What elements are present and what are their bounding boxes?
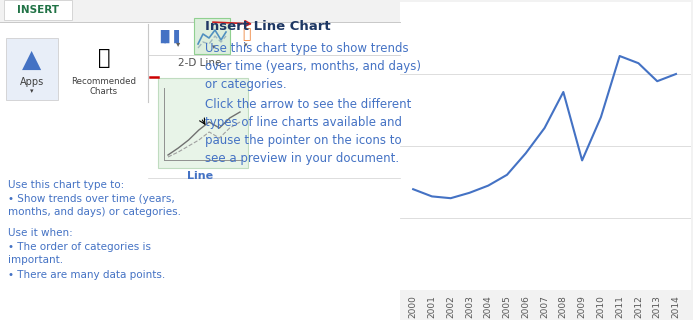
Bar	[0, 20, 400, 300]
Text: ▾: ▾	[212, 44, 216, 50]
Text: • There are many data points.: • There are many data points.	[8, 270, 165, 280]
Text: Use it when:: Use it when:	[8, 228, 73, 238]
Text: Click the arrow to see the different
types of line charts available and
pause th: Click the arrow to see the different typ…	[205, 98, 412, 165]
Text: Use this chart type to show trends
over time (years, months, and days)
or catego: Use this chart type to show trends over …	[205, 42, 421, 91]
Text: Use this chart type to:: Use this chart type to:	[8, 180, 124, 190]
Bar	[0, 178, 400, 320]
Text: Charts: Charts	[90, 86, 118, 95]
Text: ▐▌▌: ▐▌▌	[155, 29, 184, 43]
Text: • The order of categories is
important.: • The order of categories is important.	[8, 242, 151, 265]
Bar	[194, 18, 230, 54]
Text: ▾: ▾	[176, 39, 180, 49]
Text: Apps: Apps	[20, 77, 44, 87]
Bar	[6, 38, 58, 100]
Text: 🏔: 🏔	[242, 27, 250, 41]
Text: Recommended: Recommended	[71, 77, 137, 86]
Text: 2-D Line: 2-D Line	[178, 58, 222, 68]
Bar	[0, 0, 400, 22]
Text: ▾: ▾	[30, 88, 34, 94]
Text: • Show trends over time (years,
months, and days) or categories.: • Show trends over time (years, months, …	[8, 194, 181, 217]
Bar	[158, 78, 248, 168]
Text: ▾: ▾	[244, 42, 248, 48]
Text: Line: Line	[187, 171, 213, 181]
Text: INSERT: INSERT	[17, 5, 59, 15]
Bar	[4, 0, 72, 20]
Text: 📊: 📊	[98, 48, 110, 68]
Text: ▲: ▲	[22, 48, 42, 72]
Bar	[65, 38, 143, 100]
Text: Insert Line Chart: Insert Line Chart	[205, 20, 331, 33]
